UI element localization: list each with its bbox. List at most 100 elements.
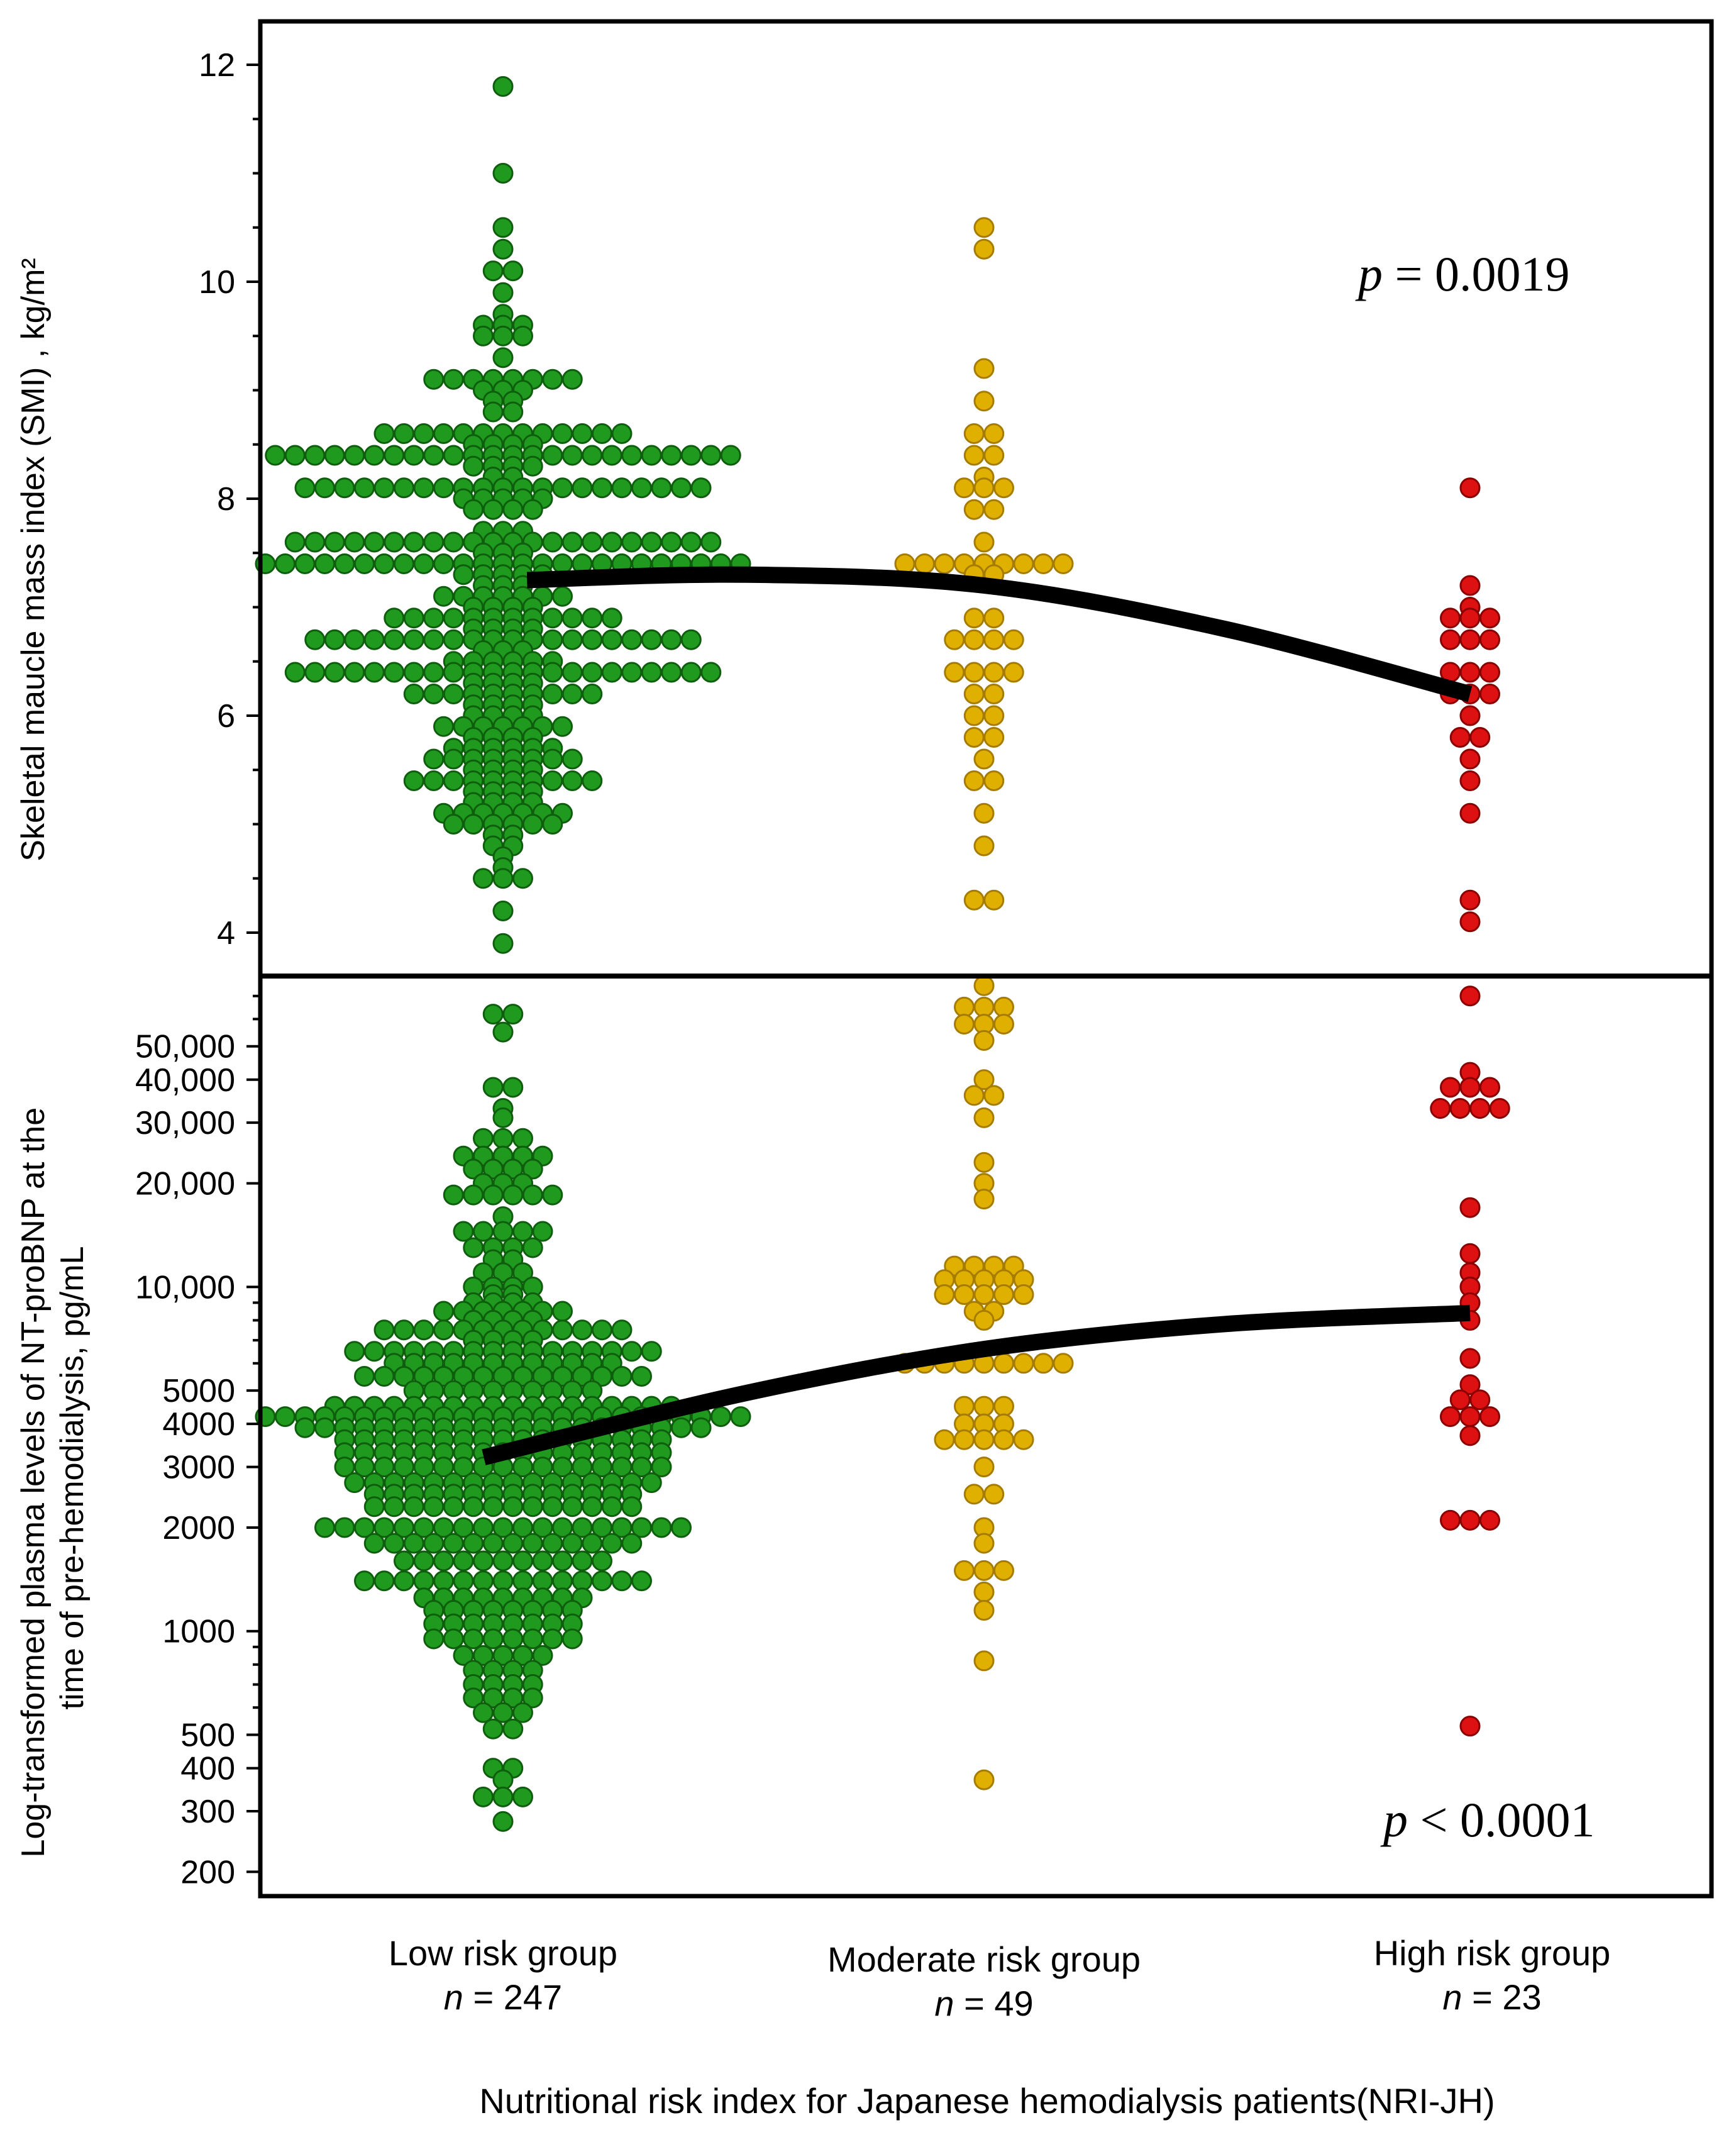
top-point	[384, 662, 405, 683]
top-point	[284, 445, 306, 466]
bottom-point	[1013, 1353, 1034, 1374]
top-point	[423, 531, 445, 553]
bottom-point	[993, 1353, 1014, 1374]
category-label-low: Low risk group	[389, 1933, 617, 1973]
top-point	[963, 629, 985, 650]
top-point	[601, 608, 622, 629]
top-p-value: p = 0.0019	[1355, 247, 1570, 301]
bottom-point	[934, 1429, 955, 1450]
top-point	[983, 684, 1005, 704]
top-point	[641, 445, 662, 466]
top-point	[661, 662, 682, 683]
top-point	[973, 238, 995, 260]
top-trend-line	[526, 566, 1473, 702]
top-point	[294, 553, 316, 574]
bottom-point	[561, 1496, 583, 1518]
top-point	[1003, 629, 1024, 650]
bottom-point	[1053, 1353, 1074, 1374]
bottom-tick-label: 4000	[162, 1406, 235, 1443]
top-point	[463, 814, 484, 835]
top-point	[443, 445, 464, 466]
bottom-point	[621, 1533, 643, 1554]
bottom-point	[552, 1319, 573, 1341]
top-point	[463, 455, 484, 477]
bottom-p-symbol: p	[1380, 1792, 1408, 1847]
top-point	[1013, 553, 1034, 574]
bottom-point	[973, 975, 995, 996]
bottom-point	[492, 1769, 514, 1790]
top-point	[621, 629, 643, 650]
bottom-point	[993, 1284, 1014, 1306]
bottom-point	[394, 1319, 414, 1341]
top-point	[1003, 662, 1024, 683]
top-point	[1479, 684, 1500, 704]
bottom-point	[413, 1319, 434, 1341]
bottom-point	[403, 1496, 424, 1518]
bottom-point	[1013, 1429, 1034, 1450]
top-point	[983, 770, 1005, 791]
top-tick-label: 4	[217, 915, 235, 952]
top-point	[641, 531, 662, 553]
bottom-point	[1469, 1389, 1491, 1411]
bottom-point	[993, 1013, 1014, 1035]
bottom-point	[502, 1628, 524, 1650]
bottom-tick-label: 40,000	[135, 1062, 235, 1099]
top-point	[473, 325, 494, 347]
bottom-point	[522, 1687, 543, 1709]
top-point	[1440, 629, 1461, 650]
top-point	[275, 553, 296, 574]
top-point	[492, 901, 514, 921]
bottom-point	[641, 1472, 662, 1494]
bottom-point	[611, 1570, 633, 1592]
bottom-point	[973, 1650, 995, 1672]
top-point	[1459, 889, 1481, 911]
top-point	[973, 391, 995, 412]
bottom-point	[532, 1645, 553, 1666]
bottom-point	[542, 1628, 563, 1650]
top-point	[433, 716, 454, 737]
top-point	[314, 477, 335, 499]
top-point	[963, 608, 985, 629]
bottom-point	[512, 1550, 533, 1572]
top-point	[572, 423, 593, 444]
top-point	[294, 477, 316, 499]
top-point	[963, 684, 985, 704]
bottom-tick-label: 5000	[162, 1373, 235, 1409]
bottom-point	[983, 1484, 1005, 1505]
top-point	[1479, 608, 1500, 629]
bottom-point	[973, 1284, 995, 1306]
top-point	[443, 629, 464, 650]
top-point	[502, 499, 524, 520]
bottom-point	[473, 1786, 494, 1807]
top-point	[314, 553, 335, 574]
top-point	[983, 889, 1005, 911]
bottom-point	[954, 996, 975, 1018]
bottom-point	[394, 1570, 414, 1592]
top-point	[443, 770, 464, 791]
top-point	[443, 608, 464, 629]
bottom-point	[973, 1600, 995, 1621]
bottom-point	[1449, 1389, 1471, 1411]
n-symbol-high: n	[1442, 1977, 1462, 2017]
bottom-point	[492, 1128, 514, 1149]
bottom-point	[473, 1128, 494, 1149]
bottom-point	[934, 1284, 955, 1306]
bottom-point	[651, 1457, 672, 1478]
bottom-point	[482, 1004, 504, 1025]
bottom-point	[344, 1472, 365, 1494]
top-point	[983, 499, 1005, 520]
bottom-point	[601, 1533, 622, 1554]
top-point	[1449, 727, 1471, 748]
bottom-point	[582, 1496, 603, 1518]
bottom-point	[522, 1628, 543, 1650]
bottom-point	[542, 1533, 563, 1554]
top-point	[492, 282, 514, 303]
top-p-symbol: p	[1355, 247, 1383, 301]
bottom-tick-label: 30,000	[135, 1105, 235, 1141]
bottom-point	[592, 1570, 612, 1592]
top-tick-label: 12	[199, 47, 235, 84]
top-point	[324, 445, 345, 466]
bottom-point	[314, 1517, 335, 1538]
n-label-low: n = 247	[444, 1977, 562, 2017]
n-value-low: = 247	[463, 1977, 562, 2017]
